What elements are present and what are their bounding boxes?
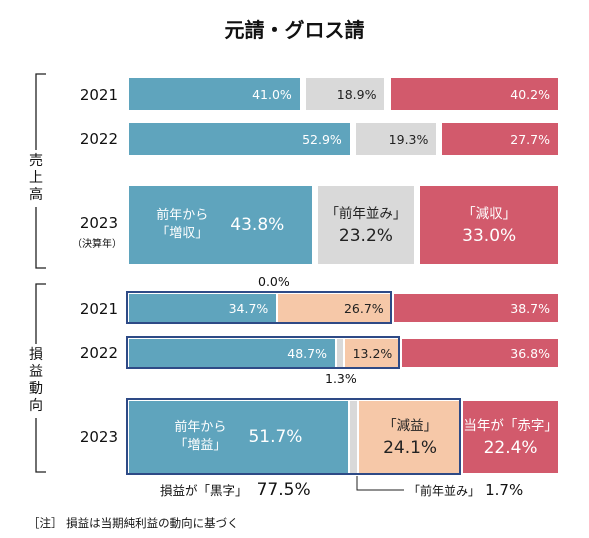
segment-value: 24.1% (383, 438, 438, 458)
bar-segment: 48.7% (129, 339, 335, 367)
bar-segment: 「前年並み」 23.2% (317, 186, 415, 264)
group-label-sales: 売上高 (28, 150, 44, 207)
bar-segment: 27.7% (442, 123, 558, 155)
black-profit-frame-2021 (126, 291, 392, 324)
group-label-profit: 損益動向 (28, 344, 44, 418)
segment-value: 48.7% (287, 345, 327, 361)
segment-name: 前年から (156, 208, 209, 223)
flat-2021-label: 0.0% (258, 274, 290, 289)
bar-segment: 当年が「赤字」 22.4% (463, 401, 558, 473)
segment-value: 36.8% (510, 345, 550, 361)
segment-value: 33.0% (462, 226, 517, 246)
year-label: 2021 (79, 86, 118, 104)
bar-segment: 41.0% (129, 78, 300, 110)
bar-segment: 13.2% (344, 339, 401, 367)
segment-value: 19.3% (388, 131, 429, 147)
segment-value: 34.7% (228, 300, 269, 316)
bar-segment: 34.7% (129, 294, 277, 322)
segment-name: 「減益」 (383, 418, 438, 434)
segment-name: 「前年並み」 (325, 206, 407, 222)
segment-value: 18.9% (336, 86, 377, 102)
black-profit-frame-2022 (126, 336, 400, 369)
bar-segment: 前年から「増収」 43.8% (129, 186, 312, 264)
bar-segment (349, 401, 358, 473)
segment-name: 当年が「赤字」 (463, 418, 558, 434)
year-sublabel: （決算年） (72, 239, 122, 250)
year-label: 2021 (79, 300, 118, 318)
flat-2022-label: 1.3% (325, 371, 357, 386)
bar-segment: 前年から「増益」 51.7% (129, 401, 348, 473)
chart-title: 元請・グロス請 (224, 18, 365, 42)
bar-segment: 36.8% (402, 339, 558, 367)
year-label: 2023 (79, 428, 118, 446)
segment-value: 51.7% (248, 427, 303, 447)
year-label: 2023 (79, 214, 118, 232)
segment-value: 38.7% (510, 300, 550, 316)
segment-value: 40.2% (510, 86, 550, 102)
segment-name: 前年から (174, 420, 227, 435)
bar-segment: 38.7% (393, 294, 558, 322)
flat-annotation: 「前年並み」 1.7% (408, 481, 524, 499)
bar-segment: 18.9% (305, 78, 385, 110)
bar-segment: 40.2% (390, 78, 558, 110)
footnote: ［注］ 損益は当期純利益の動向に基づく (28, 516, 239, 530)
segment-name: 「増収」 (156, 226, 209, 241)
bar-segment (337, 339, 343, 367)
segment-value: 13.2% (352, 345, 393, 361)
bar-segment: 26.7% (278, 294, 392, 322)
black-profit-frame-2023 (126, 398, 461, 475)
segment-name: 「減収」 (462, 206, 517, 222)
year-label: 2022 (79, 130, 118, 148)
segment-value: 43.8% (230, 215, 285, 235)
segment-value: 23.2% (338, 226, 393, 246)
bar-segment: 52.9% (129, 123, 350, 155)
bar-segment: 「減益」 24.1% (359, 401, 462, 473)
bar-segment: 19.3% (355, 123, 437, 155)
segment-value: 22.4% (483, 438, 538, 458)
segment-value: 27.7% (510, 131, 550, 147)
segment-value: 26.7% (343, 300, 384, 316)
segment-name: 「増益」 (174, 438, 227, 453)
year-label: 2022 (79, 344, 118, 362)
black-profit-annotation: 損益が「黒字」 77.5% (160, 480, 311, 500)
bar-segment: 「減収」 33.0% (420, 186, 558, 264)
segment-value: 52.9% (302, 131, 342, 147)
segment-value: 41.0% (252, 86, 292, 102)
